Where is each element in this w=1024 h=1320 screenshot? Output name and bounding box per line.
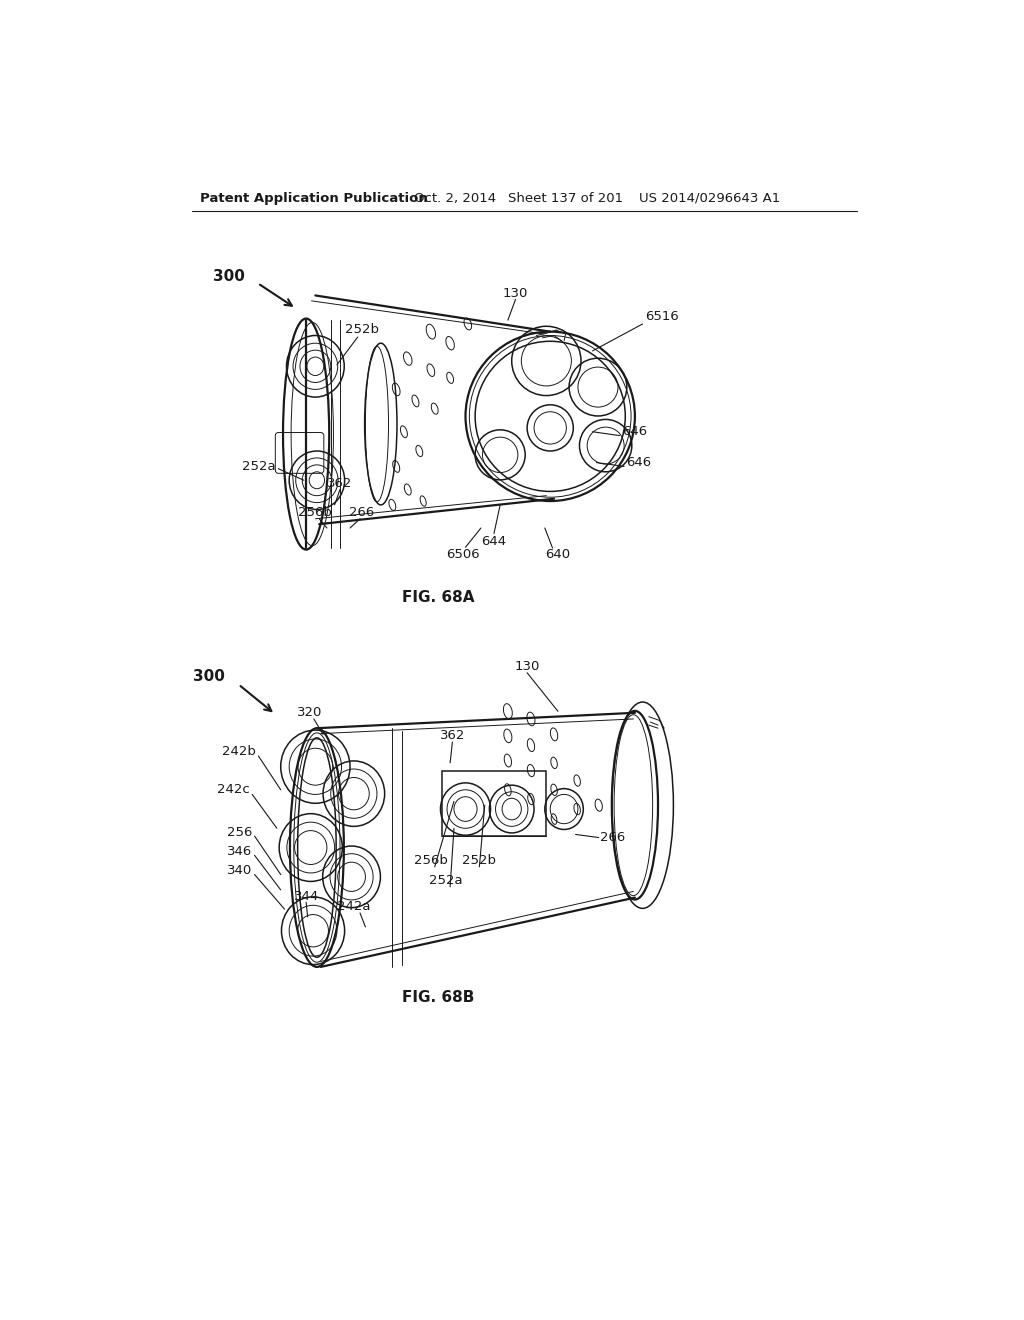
Text: US 2014/0296643 A1: US 2014/0296643 A1 xyxy=(639,191,780,205)
Text: 6506: 6506 xyxy=(446,548,480,561)
Bar xyxy=(442,771,547,836)
Text: 252a: 252a xyxy=(242,459,275,473)
Text: 130: 130 xyxy=(503,286,528,300)
Text: FIG. 68A: FIG. 68A xyxy=(402,590,475,605)
Text: 252b: 252b xyxy=(344,323,379,335)
Text: 242a: 242a xyxy=(337,900,371,913)
Text: 644: 644 xyxy=(481,535,507,548)
Text: Oct. 2, 2014: Oct. 2, 2014 xyxy=(414,191,496,205)
Text: 340: 340 xyxy=(227,865,252,878)
Text: 640: 640 xyxy=(546,548,570,561)
Text: 266: 266 xyxy=(600,832,626,843)
Text: Sheet 137 of 201: Sheet 137 of 201 xyxy=(508,191,623,205)
Text: 6516: 6516 xyxy=(645,310,679,323)
Text: 300: 300 xyxy=(213,269,245,284)
Text: 346: 346 xyxy=(227,845,252,858)
Text: 300: 300 xyxy=(193,669,224,684)
Text: 320: 320 xyxy=(297,706,322,719)
Text: 252b: 252b xyxy=(463,854,497,867)
Text: 252a: 252a xyxy=(429,874,463,887)
Text: 266: 266 xyxy=(349,506,374,519)
Text: 344: 344 xyxy=(294,890,318,903)
Text: 646: 646 xyxy=(627,455,651,469)
Text: 362: 362 xyxy=(439,730,465,742)
Text: 646: 646 xyxy=(622,425,647,438)
Text: 256b: 256b xyxy=(414,854,447,867)
Text: 130: 130 xyxy=(514,660,540,673)
Text: 242b: 242b xyxy=(222,744,256,758)
Text: Patent Application Publication: Patent Application Publication xyxy=(200,191,428,205)
Text: 256b: 256b xyxy=(298,506,333,519)
Text: FIG. 68B: FIG. 68B xyxy=(402,990,475,1006)
Text: 242c: 242c xyxy=(217,783,250,796)
Text: 362: 362 xyxy=(328,477,352,490)
Text: 256: 256 xyxy=(227,825,252,838)
